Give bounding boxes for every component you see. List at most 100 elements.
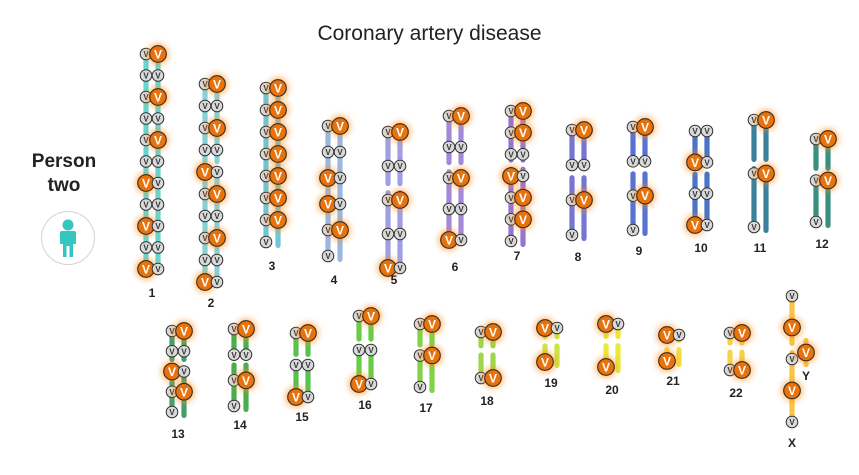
chromosome-label: 13 [171, 427, 185, 441]
svg-text:V: V [751, 223, 757, 232]
risk-variant-marker: V [235, 318, 257, 340]
neutral-variant-marker: V [289, 358, 303, 372]
risk-variant-marker: V [573, 119, 595, 141]
chromosome-label: 16 [358, 398, 372, 412]
chromosome-label: X [788, 436, 796, 450]
risk-variant-marker: V [795, 341, 817, 364]
svg-text:V: V [508, 129, 514, 138]
risk-variant-marker: V [235, 369, 257, 392]
neutral-variant-marker: V [151, 112, 165, 125]
neutral-variant-marker: V [151, 69, 165, 82]
chromosome-10: V VV VV VV V [684, 124, 714, 236]
neutral-variant-marker: V [177, 365, 191, 378]
svg-text:V: V [325, 226, 331, 235]
chromosome-label: 19 [544, 376, 558, 390]
svg-text:V: V [231, 325, 237, 334]
chromosome-y: V [795, 338, 817, 367]
neutral-variant-marker: V [393, 227, 407, 241]
risk-variant-marker: V [534, 317, 556, 339]
svg-text:V: V [813, 218, 819, 227]
svg-text:V: V [213, 78, 221, 92]
neutral-variant-marker: V [611, 317, 625, 331]
svg-text:V: V [385, 162, 391, 171]
risk-variant-marker: V [500, 165, 522, 187]
chromosome-label: 10 [694, 241, 708, 255]
svg-text:V: V [169, 388, 175, 397]
svg-text:V: V [615, 320, 621, 329]
chromosome-12: V VV VV [809, 128, 839, 229]
neutral-variant-marker: V [210, 275, 224, 289]
chromosome-label: 3 [269, 259, 276, 273]
chromosome-label: 14 [233, 418, 247, 432]
risk-variant-marker: V [781, 316, 803, 339]
risk-variant-marker: V [512, 186, 534, 209]
risk-variant-marker: V [512, 208, 534, 231]
neutral-variant-marker: V [301, 390, 315, 404]
svg-text:V: V [458, 236, 464, 245]
svg-text:V: V [738, 327, 746, 341]
svg-text:V: V [168, 365, 176, 379]
risk-variant-marker: V [438, 229, 460, 251]
chromosome-15: V VV VV V [285, 322, 319, 408]
risk-variant-marker: V [267, 187, 289, 209]
neutral-variant-marker: V [672, 328, 686, 342]
svg-text:V: V [143, 136, 149, 145]
svg-text:V: V [385, 230, 391, 239]
svg-text:V: V [305, 393, 311, 402]
chromosome-label: 18 [480, 394, 494, 408]
chromosome-17: V VV VV [413, 313, 443, 394]
neutral-variant-marker: V [151, 198, 165, 211]
neutral-variant-marker: V [321, 249, 335, 263]
svg-text:V: V [169, 347, 175, 356]
risk-variant-marker: V [206, 117, 228, 139]
svg-text:V: V [457, 172, 465, 186]
neutral-variant-marker: V [151, 155, 165, 168]
risk-variant-marker: V [194, 271, 216, 293]
svg-text:V: V [508, 194, 514, 203]
chromosome-label: 22 [729, 386, 743, 400]
neutral-variant-marker: V [333, 197, 347, 211]
svg-text:V: V [231, 351, 237, 360]
svg-text:V: V [202, 102, 208, 111]
neutral-variant-marker: V [139, 69, 153, 82]
svg-text:V: V [155, 72, 161, 81]
svg-text:V: V [641, 121, 649, 135]
svg-text:V: V [478, 328, 484, 337]
svg-text:V: V [789, 418, 795, 427]
neutral-variant-marker: V [165, 344, 179, 358]
risk-variant-marker: V [173, 320, 195, 342]
neutral-variant-marker: V [626, 223, 640, 237]
svg-text:V: V [704, 127, 710, 136]
svg-text:V: V [569, 196, 575, 205]
svg-text:V: V [508, 107, 514, 116]
svg-text:V: V [214, 256, 220, 265]
chromosome-label: 17 [419, 401, 433, 415]
svg-text:V: V [813, 177, 819, 186]
svg-text:V: V [397, 230, 403, 239]
neutral-variant-marker: V [393, 261, 407, 275]
risk-variant-marker: V [573, 189, 595, 211]
svg-text:V: V [762, 114, 770, 128]
chromosome-label: 15 [295, 410, 309, 424]
svg-text:V: V [337, 200, 343, 209]
svg-text:V: V [325, 122, 331, 131]
svg-text:V: V [691, 156, 699, 170]
neutral-variant-marker: V [139, 198, 153, 211]
neutral-variant-marker: V [198, 209, 212, 223]
svg-text:V: V [630, 158, 636, 167]
svg-text:V: V [602, 318, 610, 332]
svg-text:V: V [368, 380, 374, 389]
neutral-variant-marker: V [364, 377, 378, 391]
svg-text:V: V [580, 124, 588, 138]
svg-text:V: V [541, 322, 549, 336]
chromosome-11: V VV VV [747, 109, 777, 234]
chromosome-label: 2 [208, 296, 215, 310]
risk-variant-marker: V [656, 350, 678, 372]
svg-text:V: V [180, 385, 188, 399]
svg-text:V: V [356, 346, 362, 355]
neutral-variant-marker: V [333, 145, 347, 159]
neutral-variant-marker: V [785, 415, 799, 429]
svg-text:V: V [336, 224, 344, 238]
svg-text:V: V [202, 234, 208, 243]
